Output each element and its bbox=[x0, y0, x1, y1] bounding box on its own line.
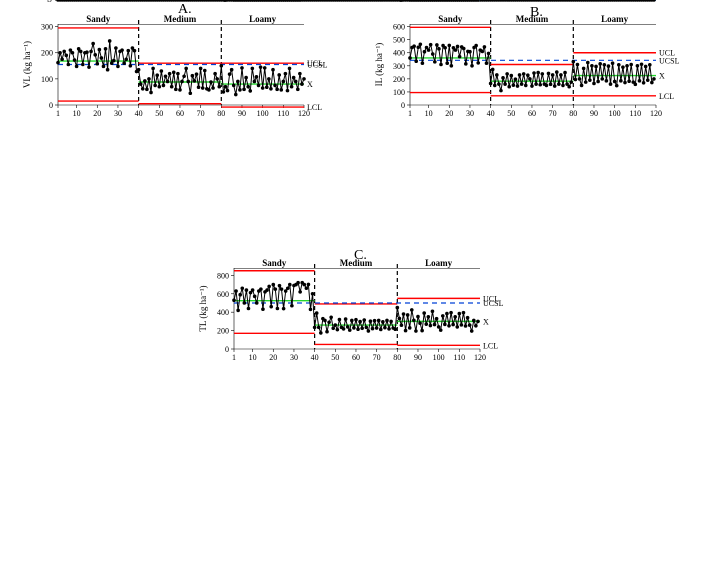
svg-text:UCSL: UCSL bbox=[659, 56, 680, 65]
svg-text:Sandy: Sandy bbox=[262, 258, 287, 268]
svg-text:X: X bbox=[659, 72, 665, 81]
svg-text:20: 20 bbox=[269, 353, 277, 362]
svg-text:200: 200 bbox=[217, 327, 229, 336]
svg-text:UCSL: UCSL bbox=[483, 299, 504, 308]
svg-text:0: 0 bbox=[225, 345, 229, 354]
svg-text:200: 200 bbox=[393, 75, 405, 84]
svg-text:60: 60 bbox=[176, 109, 184, 118]
svg-text:90: 90 bbox=[238, 109, 246, 118]
svg-text:110: 110 bbox=[277, 109, 289, 118]
svg-text:1: 1 bbox=[56, 109, 60, 118]
svg-text:500: 500 bbox=[393, 36, 405, 45]
svg-text:Loamy: Loamy bbox=[249, 14, 277, 24]
svg-text:300: 300 bbox=[393, 62, 405, 71]
svg-text:LCL: LCL bbox=[483, 0, 498, 2]
svg-text:LCL: LCL bbox=[659, 92, 674, 101]
svg-text:Mobile Range: Mobile Range bbox=[4, 0, 55, 2]
svg-text:80: 80 bbox=[217, 109, 225, 118]
svg-text:10: 10 bbox=[425, 109, 433, 118]
svg-text:X: X bbox=[483, 317, 489, 326]
svg-text:300: 300 bbox=[41, 23, 53, 32]
svg-text:60: 60 bbox=[528, 109, 536, 118]
svg-text:90: 90 bbox=[590, 109, 598, 118]
svg-text:Sandy: Sandy bbox=[438, 14, 463, 24]
svg-text:UCSL: UCSL bbox=[307, 61, 328, 70]
svg-text:70: 70 bbox=[197, 109, 205, 118]
svg-text:70: 70 bbox=[373, 353, 381, 362]
svg-text:100: 100 bbox=[41, 75, 53, 84]
svg-text:100: 100 bbox=[433, 353, 445, 362]
svg-text:60: 60 bbox=[352, 353, 360, 362]
svg-text:30: 30 bbox=[114, 109, 122, 118]
svg-text:1: 1 bbox=[232, 353, 236, 362]
svg-text:0: 0 bbox=[401, 101, 405, 110]
svg-text:600: 600 bbox=[393, 23, 405, 32]
svg-text:100: 100 bbox=[609, 109, 621, 118]
charts-canvas: SandyMediumLoamy010020030011020304050607… bbox=[0, 0, 724, 556]
svg-text:100: 100 bbox=[257, 109, 269, 118]
panel-a-label: A. bbox=[178, 2, 192, 18]
svg-text:VL (kg ha⁻¹): VL (kg ha⁻¹) bbox=[22, 41, 32, 88]
svg-text:IL (kg ha⁻¹): IL (kg ha⁻¹) bbox=[374, 43, 384, 87]
svg-text:40: 40 bbox=[311, 353, 319, 362]
svg-text:30: 30 bbox=[290, 353, 298, 362]
svg-text:40: 40 bbox=[487, 109, 495, 118]
svg-text:80: 80 bbox=[569, 109, 577, 118]
svg-text:800: 800 bbox=[217, 271, 229, 280]
svg-text:0: 0 bbox=[49, 101, 53, 110]
svg-text:200: 200 bbox=[41, 49, 53, 58]
svg-text:70: 70 bbox=[549, 109, 557, 118]
svg-text:50: 50 bbox=[507, 109, 515, 118]
panel-b-label: B. bbox=[530, 5, 543, 21]
svg-text:400: 400 bbox=[393, 49, 405, 58]
svg-text:Observations: Observations bbox=[509, 0, 557, 2]
svg-text:LCL: LCL bbox=[483, 341, 498, 350]
svg-text:10: 10 bbox=[73, 109, 81, 118]
panel-c-label: C. bbox=[354, 248, 367, 264]
svg-text:10: 10 bbox=[249, 353, 257, 362]
svg-text:100: 100 bbox=[393, 88, 405, 97]
svg-text:90: 90 bbox=[414, 353, 422, 362]
svg-text:1: 1 bbox=[408, 109, 412, 118]
svg-text:Loamy: Loamy bbox=[425, 258, 453, 268]
svg-text:110: 110 bbox=[629, 109, 641, 118]
svg-text:120: 120 bbox=[474, 353, 486, 362]
svg-text:600: 600 bbox=[217, 290, 229, 299]
svg-text:20: 20 bbox=[445, 109, 453, 118]
svg-text:40: 40 bbox=[135, 109, 143, 118]
svg-text:Observations: Observations bbox=[333, 0, 381, 2]
svg-text:30: 30 bbox=[466, 109, 474, 118]
svg-text:LCL: LCL bbox=[307, 103, 322, 112]
svg-text:LCL: LCL bbox=[659, 0, 674, 2]
svg-text:X: X bbox=[307, 80, 313, 89]
svg-text:Sandy: Sandy bbox=[86, 14, 111, 24]
svg-text:Loamy: Loamy bbox=[601, 14, 629, 24]
svg-text:400: 400 bbox=[217, 308, 229, 317]
svg-text:120: 120 bbox=[650, 109, 662, 118]
svg-text:TL (kg ha⁻¹): TL (kg ha⁻¹) bbox=[198, 285, 208, 331]
svg-text:20: 20 bbox=[93, 109, 101, 118]
svg-text:50: 50 bbox=[155, 109, 163, 118]
svg-text:80: 80 bbox=[393, 353, 401, 362]
svg-text:110: 110 bbox=[453, 353, 465, 362]
svg-text:50: 50 bbox=[331, 353, 339, 362]
